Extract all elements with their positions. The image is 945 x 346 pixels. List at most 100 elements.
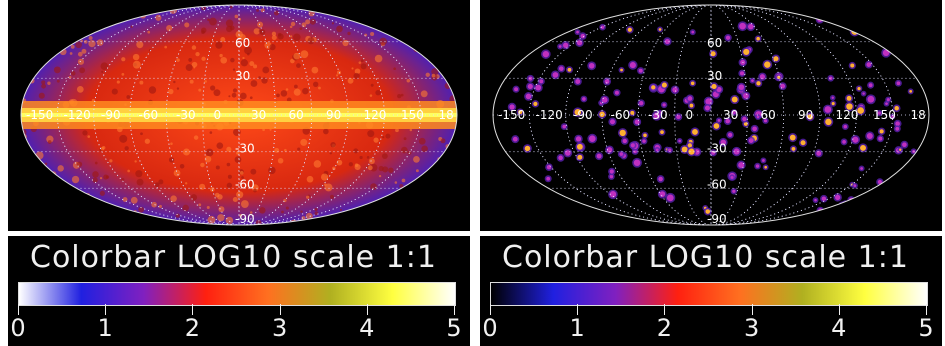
point-source: [658, 28, 662, 31]
emission-blob: [271, 35, 277, 41]
emission-blob: [184, 22, 190, 28]
emission-blob: [170, 195, 177, 202]
emission-blob: [98, 5, 101, 7]
emission-blob: [30, 202, 38, 210]
point-source: [609, 169, 614, 174]
source-halo: [903, 53, 913, 63]
point-source: [563, 42, 569, 48]
emission-blob: [401, 146, 408, 154]
point-source: [689, 103, 694, 108]
emission-blob: [418, 137, 426, 145]
emission-blob: [122, 197, 128, 202]
emission-blob: [240, 200, 249, 208]
emission-blob: [175, 213, 180, 218]
emission-blob: [312, 81, 319, 87]
emission-blob: [353, 148, 359, 154]
emission-blob: [397, 93, 402, 99]
emission-blob: [442, 192, 445, 195]
emission-blob: [94, 12, 102, 20]
emission-blob: [26, 44, 32, 50]
colorbar-tick-label: 0: [482, 314, 498, 342]
longitude-label: 0: [686, 108, 694, 122]
longitude-line: [202, 4, 276, 226]
emission-blob: [273, 10, 280, 16]
point-source: [629, 62, 636, 69]
point-source: [877, 179, 882, 185]
source-halo: [517, 173, 525, 181]
point-source: [738, 84, 745, 91]
point-source: [622, 138, 627, 144]
point-source: [664, 38, 671, 45]
emission-blob: [423, 17, 427, 20]
longitude-line: [601, 4, 821, 226]
point-source: [878, 136, 883, 141]
longitude-label: -150: [498, 108, 525, 122]
point-source: [524, 209, 529, 214]
emission-blob: [242, 56, 245, 60]
point-source: [831, 102, 835, 106]
emission-blob: [182, 204, 189, 212]
point-source: [825, 118, 832, 126]
emission-blob: [276, 93, 280, 98]
emission-blob: [236, 191, 244, 199]
emission-blob: [330, 142, 336, 148]
emission-blob: [24, 9, 30, 14]
emission-blob: [21, 71, 25, 78]
emission-blob: [53, 66, 61, 74]
emission-blob: [269, 128, 272, 131]
point-source: [852, 136, 859, 143]
emission-blob: [96, 39, 104, 46]
point-source: [630, 143, 635, 148]
emission-blob: [256, 8, 260, 12]
point-source: [842, 140, 846, 144]
emission-blob: [207, 18, 210, 22]
sky-map-left-plot: -150 -120 -90 -60 -30 0 30 60 90 120 150 18 60 30 -30 -…: [20, 4, 458, 226]
emission-blob: [450, 8, 457, 16]
point-source: [739, 71, 745, 76]
point-source: [756, 81, 761, 86]
point-source: [831, 96, 834, 99]
emission-blob: [326, 6, 330, 10]
emission-blob: [405, 211, 410, 216]
point-source: [604, 79, 610, 84]
emission-blob: [176, 87, 180, 90]
point-source: [867, 95, 875, 103]
point-source: [511, 172, 515, 176]
emission-blob: [168, 88, 174, 95]
point-source: [732, 189, 736, 193]
emission-blob: [450, 5, 454, 9]
emission-blob: [148, 223, 151, 225]
emission-blob: [233, 128, 241, 137]
emission-blob: [200, 5, 207, 11]
point-source: [668, 148, 672, 152]
emission-blob: [22, 76, 30, 83]
emission-blob: [239, 170, 244, 175]
emission-blob: [147, 30, 151, 34]
emission-blob: [41, 80, 46, 85]
point-source: [558, 155, 563, 161]
emission-blob: [336, 70, 342, 75]
emission-blob: [373, 137, 379, 143]
colorbar-tick-mark: [18, 304, 19, 315]
point-source: [868, 83, 873, 88]
emission-blob: [99, 207, 107, 214]
emission-blob: [370, 183, 378, 191]
emission-blob: [447, 165, 456, 173]
emission-blob: [440, 138, 446, 144]
emission-blob: [76, 85, 84, 93]
colorbar-tick-mark: [192, 304, 194, 315]
source-halo: [546, 12, 556, 22]
colorbar-strip: [18, 282, 456, 306]
emission-blob: [214, 192, 220, 198]
point-source: [747, 23, 754, 30]
emission-blob: [259, 207, 266, 214]
emission-blob: [158, 204, 162, 209]
point-source: [525, 93, 532, 100]
point-source: [676, 114, 681, 120]
point-source: [713, 123, 720, 129]
emission-blob: [239, 214, 243, 217]
emission-blob: [56, 79, 60, 83]
emission-blob: [44, 47, 48, 51]
source-halo: [900, 179, 909, 188]
emission-blob: [70, 44, 75, 49]
